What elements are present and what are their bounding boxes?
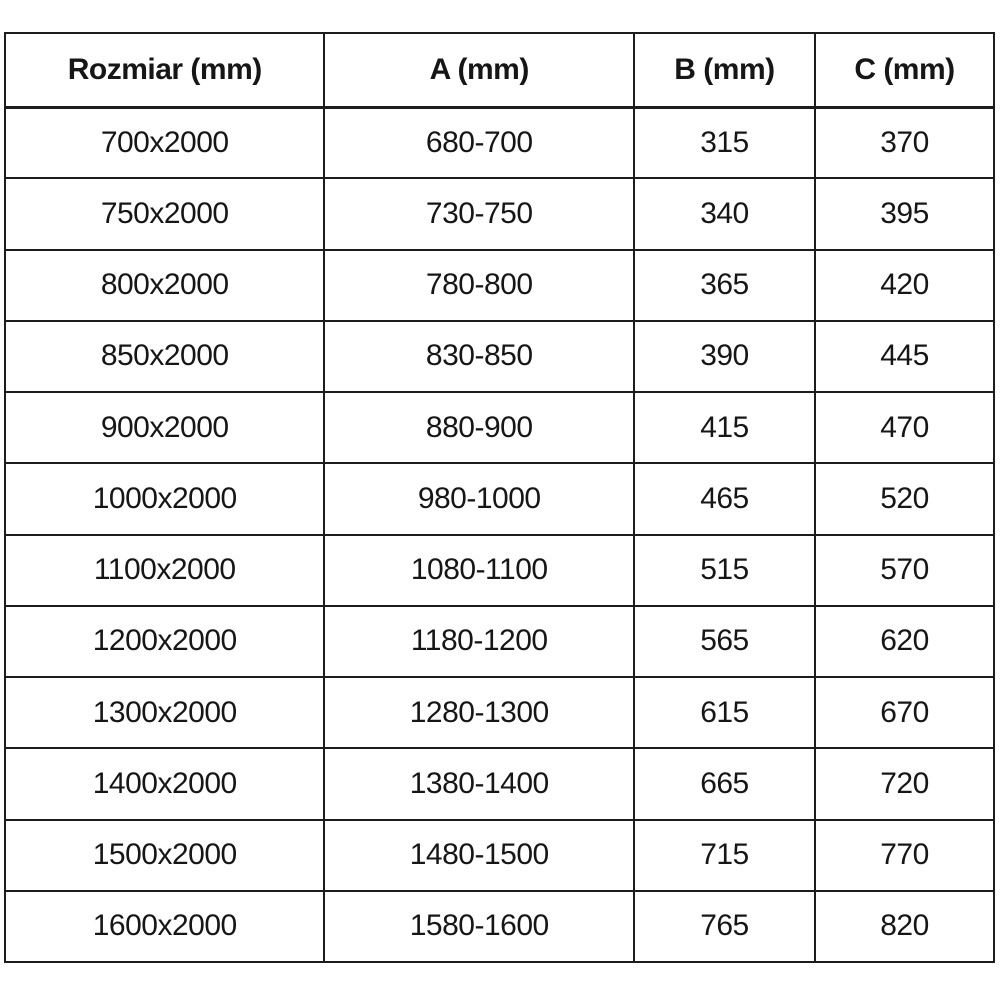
table-header: Rozmiar (mm) A (mm) B (mm) C (mm) bbox=[3, 32, 996, 109]
table-cell: 565 bbox=[632, 604, 816, 679]
table-cell: 1500x2000 bbox=[3, 818, 326, 892]
table-cell: 765 bbox=[632, 889, 816, 964]
header-a: A (mm) bbox=[323, 32, 635, 109]
table-cell: 670 bbox=[813, 675, 996, 750]
table-cell: 1580-1600 bbox=[323, 889, 635, 964]
table-cell: 420 bbox=[813, 248, 996, 322]
table-cell: 390 bbox=[632, 319, 816, 394]
table-cell: 1100x2000 bbox=[3, 533, 326, 607]
table-cell: 720 bbox=[813, 747, 996, 821]
table-cell: 370 bbox=[813, 105, 996, 180]
table-cell: 800x2000 bbox=[3, 248, 326, 322]
table-row: 1600x2000 1580-1600 765 820 bbox=[3, 889, 996, 964]
table-cell: 1000x2000 bbox=[3, 462, 326, 536]
table-cell: 880-900 bbox=[323, 390, 635, 465]
table-cell: 470 bbox=[813, 390, 996, 465]
table-cell: 700x2000 bbox=[3, 105, 326, 180]
table-cell: 1380-1400 bbox=[323, 747, 635, 821]
table-cell: 780-800 bbox=[323, 248, 635, 322]
size-dimensions-table: Rozmiar (mm) A (mm) B (mm) C (mm) 700x20… bbox=[3, 32, 996, 964]
table-row: 750x2000 730-750 340 395 bbox=[3, 177, 996, 251]
table-row: 1400x2000 1380-1400 665 720 bbox=[3, 747, 996, 821]
table-row: 1200x2000 1180-1200 565 620 bbox=[3, 604, 996, 679]
table-cell: 1080-1100 bbox=[323, 533, 635, 607]
table-cell: 820 bbox=[813, 889, 996, 964]
table-cell: 615 bbox=[632, 675, 816, 750]
table-cell: 570 bbox=[813, 533, 996, 607]
table-cell: 830-850 bbox=[323, 319, 635, 394]
table-cell: 340 bbox=[632, 177, 816, 251]
table-cell: 730-750 bbox=[323, 177, 635, 251]
table-cell: 395 bbox=[813, 177, 996, 251]
table-cell: 445 bbox=[813, 319, 996, 394]
table-row: 1100x2000 1080-1100 515 570 bbox=[3, 533, 996, 607]
table-cell: 680-700 bbox=[323, 105, 635, 180]
table-row: 1300x2000 1280-1300 615 670 bbox=[3, 675, 996, 750]
size-table-body: 700x2000 680-700 315 370 750x2000 730-750 340 3… bbox=[3, 105, 996, 964]
table-cell: 1180-1200 bbox=[323, 604, 635, 679]
table-cell: 465 bbox=[632, 462, 816, 536]
header-rozmiar: Rozmiar (mm) bbox=[3, 32, 326, 109]
header-c: C (mm) bbox=[813, 32, 996, 109]
table-cell: 1600x2000 bbox=[3, 889, 326, 964]
table-cell: 770 bbox=[813, 818, 996, 892]
table-cell: 365 bbox=[632, 248, 816, 322]
header-row: Rozmiar (mm) A (mm) B (mm) C (mm) bbox=[3, 32, 996, 109]
table-row: 1000x2000 980-1000 465 520 bbox=[3, 462, 996, 536]
table-cell: 1280-1300 bbox=[323, 675, 635, 750]
table-row: 800x2000 780-800 365 420 bbox=[3, 248, 996, 322]
table-cell: 750x2000 bbox=[3, 177, 326, 251]
table-cell: 315 bbox=[632, 105, 816, 180]
table-cell: 1400x2000 bbox=[3, 747, 326, 821]
table-cell: 1200x2000 bbox=[3, 604, 326, 679]
table-cell: 665 bbox=[632, 747, 816, 821]
table-cell: 620 bbox=[813, 604, 996, 679]
header-b: B (mm) bbox=[632, 32, 816, 109]
table-cell: 715 bbox=[632, 818, 816, 892]
table-cell: 1300x2000 bbox=[3, 675, 326, 750]
table-row: 1500x2000 1480-1500 715 770 bbox=[3, 818, 996, 892]
table-cell: 520 bbox=[813, 462, 996, 536]
table-cell: 515 bbox=[632, 533, 816, 607]
table-row: 700x2000 680-700 315 370 bbox=[3, 105, 996, 180]
table-row: 900x2000 880-900 415 470 bbox=[3, 390, 996, 465]
table-cell: 1480-1500 bbox=[323, 818, 635, 892]
table-cell: 900x2000 bbox=[3, 390, 326, 465]
table-row: 850x2000 830-850 390 445 bbox=[3, 319, 996, 394]
table-cell: 415 bbox=[632, 390, 816, 465]
table-cell: 980-1000 bbox=[323, 462, 635, 536]
table-cell: 850x2000 bbox=[3, 319, 326, 394]
